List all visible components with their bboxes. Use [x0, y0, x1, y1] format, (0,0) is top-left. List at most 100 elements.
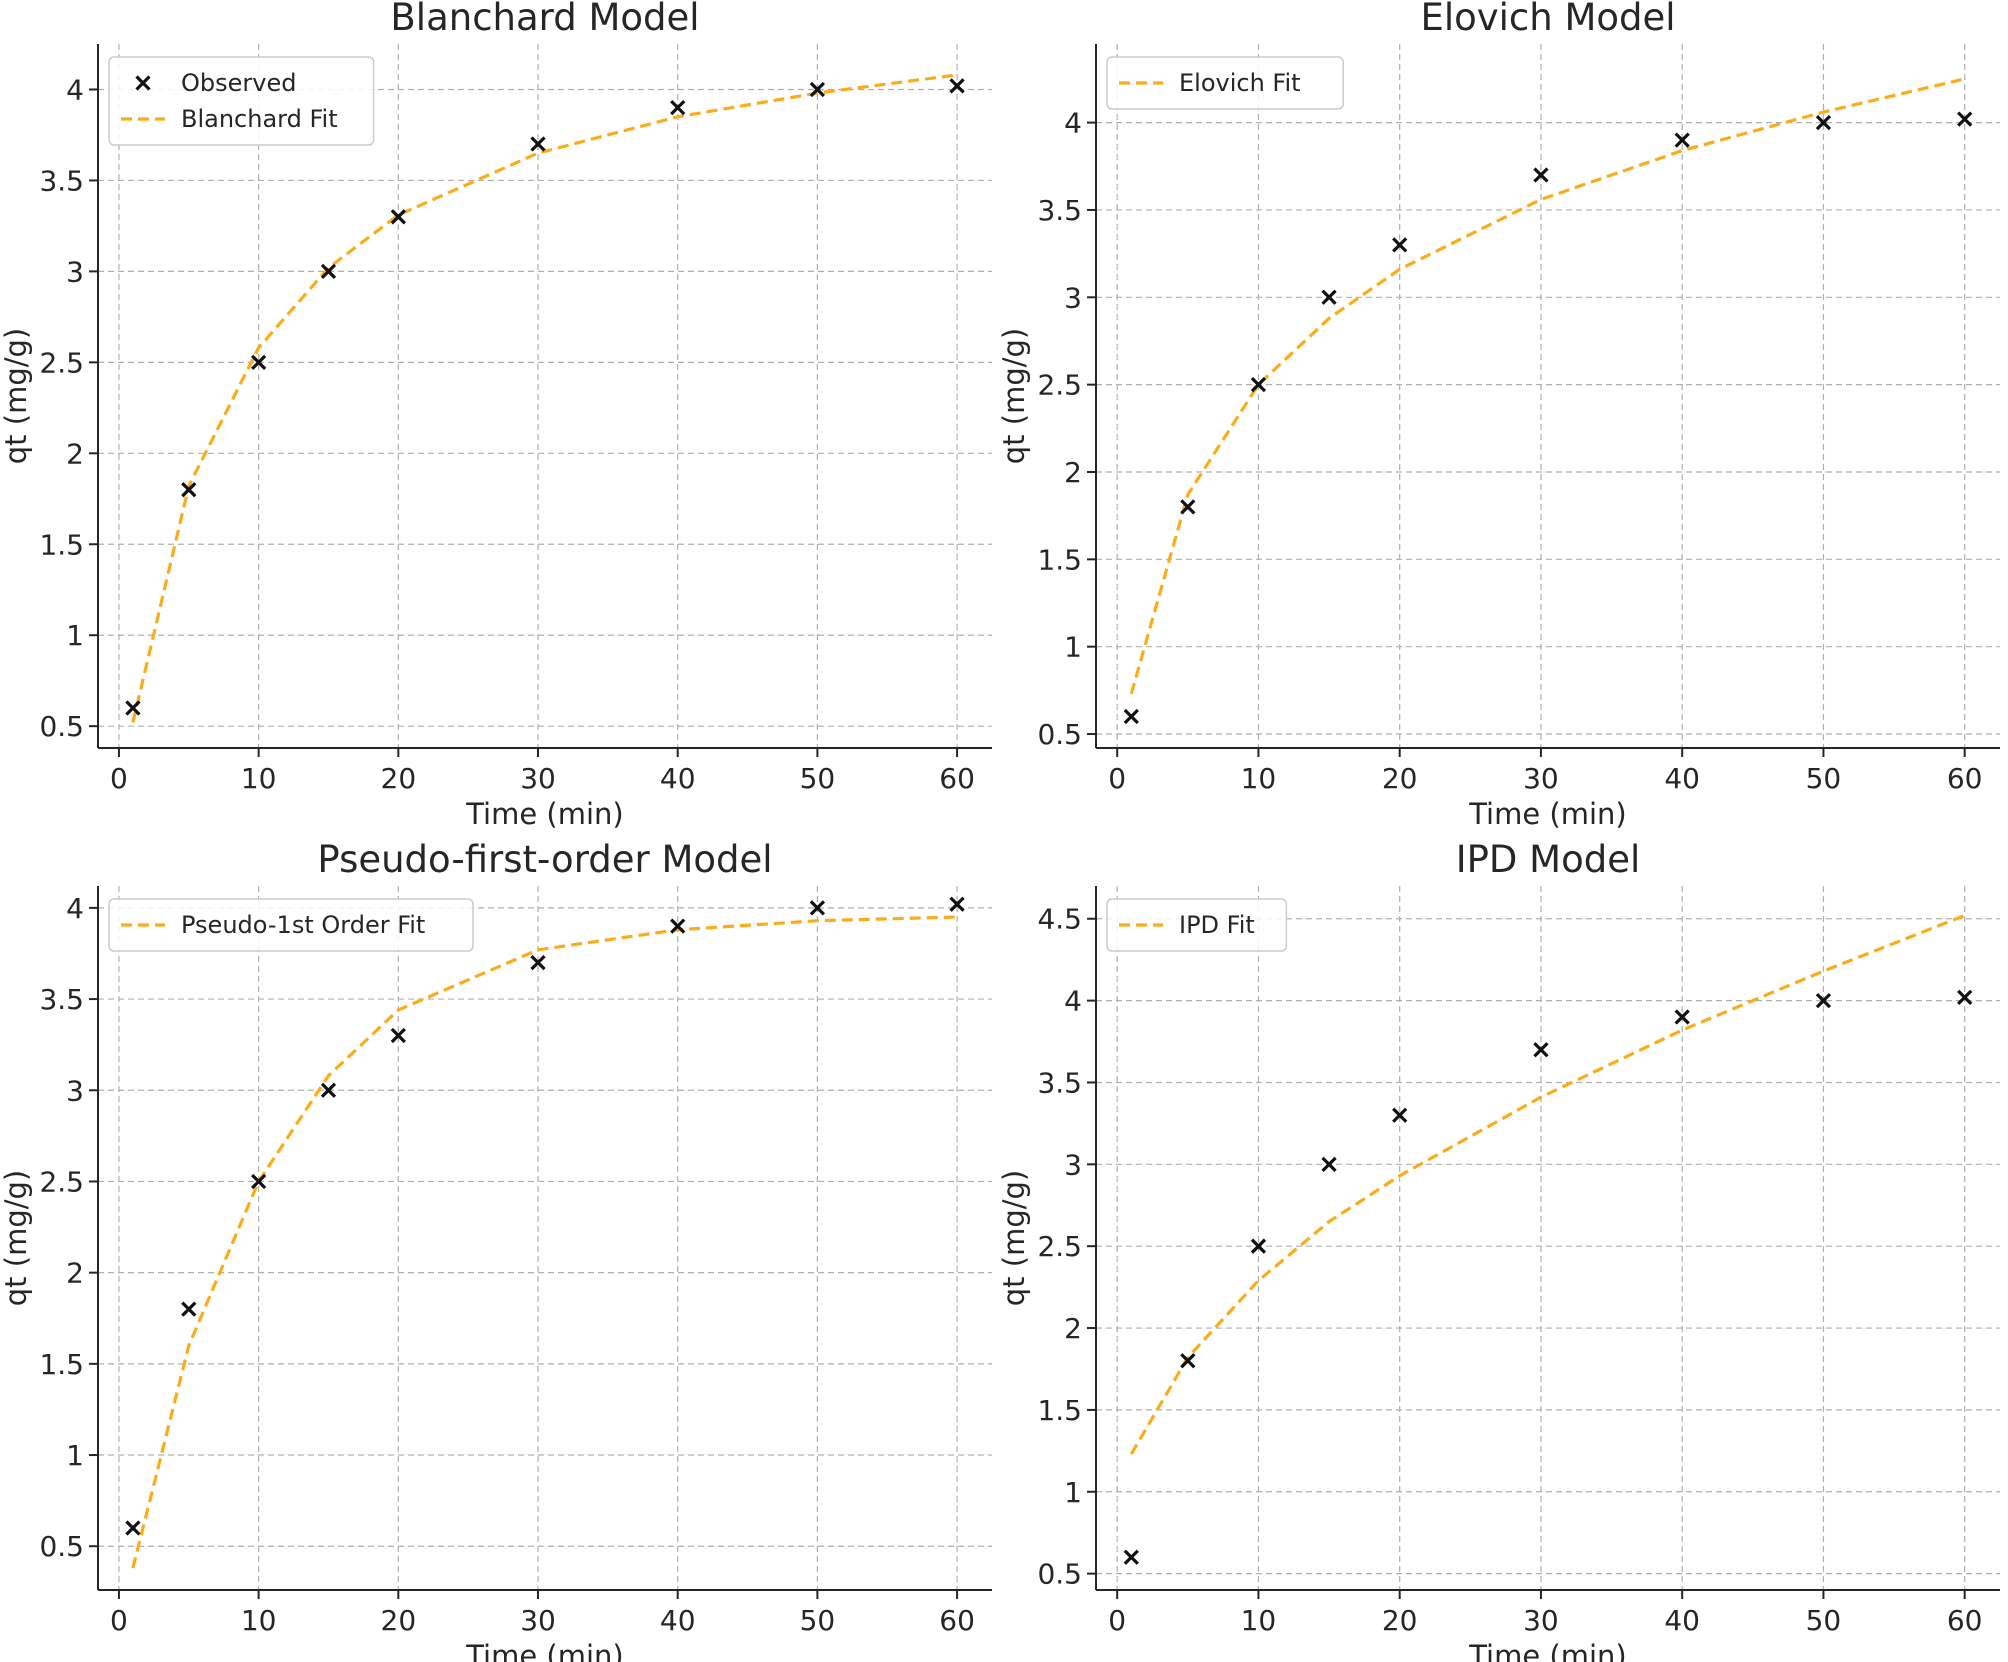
y-tick-label: 4 — [1064, 107, 1082, 140]
observed-point — [1250, 377, 1267, 393]
x-tick-label: 0 — [1108, 762, 1126, 795]
legend-label: Blanchard Fit — [181, 105, 338, 133]
y-tick-label: 2.5 — [39, 1165, 84, 1198]
observed-point — [809, 900, 826, 916]
x-tick-label: 60 — [939, 1604, 975, 1637]
y-tick-label: 4 — [66, 892, 84, 925]
y-tick-label: 1 — [66, 619, 84, 652]
observed-point — [320, 1082, 337, 1098]
x-tick-label: 40 — [1664, 762, 1700, 795]
observed-point — [1250, 1238, 1267, 1254]
x-tick-label: 30 — [520, 762, 556, 795]
observed-points — [125, 896, 965, 1536]
fit-line — [1129, 914, 1966, 1455]
x-axis-label: Time (min) — [1468, 797, 1627, 831]
x-tick-label: 20 — [1382, 1604, 1418, 1637]
fit-line — [1129, 77, 1966, 695]
x-tick-label: 30 — [520, 1604, 556, 1637]
y-axis-label: qt (mg/g) — [997, 1170, 1031, 1306]
y-tick-label: 1.5 — [1037, 543, 1082, 576]
x-axis-label: Time (min) — [465, 1639, 624, 1662]
y-tick-label: 2 — [1064, 1312, 1082, 1345]
observed-point — [1533, 1042, 1549, 1058]
y-tick-label: 1 — [66, 1439, 84, 1472]
y-tick-label: 1.5 — [1037, 1394, 1082, 1427]
y-tick-label: 3.5 — [1037, 1066, 1082, 1099]
fit-line — [131, 73, 958, 723]
chart-panel-2: 0 10 20 30 40 50 60 0.5 1 1.5 2 2.5 3 3.5 4 Elovich Mod… — [997, 0, 2000, 831]
x-tick-label: 60 — [1947, 1604, 1983, 1637]
observed-point — [1815, 992, 1832, 1009]
chart-title: Elovich Model — [1420, 0, 1675, 39]
x-tick-label: 10 — [241, 762, 277, 795]
y-tick-label: 2.5 — [1037, 1230, 1082, 1263]
legend-label: IPD Fit — [1179, 911, 1255, 939]
observed-point — [125, 700, 141, 716]
observed-point — [1321, 289, 1337, 305]
chart-panel-1: 0 10 20 30 40 50 60 0.5 1 1.5 2 2.5 3 3.5 4 Blanchard M… — [0, 0, 992, 831]
x-tick-label: 50 — [1806, 1604, 1842, 1637]
observed-point — [1957, 111, 1973, 127]
y-tick-label: 1.5 — [39, 528, 84, 561]
y-tick-label: 0.5 — [39, 710, 84, 743]
legend: Observed Blanchard Fit — [108, 56, 375, 146]
observed-point — [125, 1520, 141, 1536]
x-tick-label: 40 — [660, 1604, 696, 1637]
y-tick-label: 0.5 — [39, 1530, 84, 1563]
y-tick-label: 0.5 — [1037, 718, 1082, 751]
y-tick-label: 1 — [1064, 631, 1082, 664]
y-tick-label: 2 — [66, 1257, 84, 1290]
observed-point — [1815, 114, 1832, 131]
observed-point — [530, 136, 546, 152]
y-tick-label: 3 — [1064, 1148, 1082, 1181]
observed-point — [670, 100, 686, 116]
x-tick-label: 30 — [1523, 1604, 1559, 1637]
y-axis-label: qt (mg/g) — [0, 1170, 33, 1306]
observed-point — [390, 209, 406, 225]
y-tick-label: 3.5 — [39, 983, 84, 1016]
legend-marker-observed — [135, 75, 151, 91]
observed-point — [1392, 1107, 1408, 1123]
x-tick-label: 50 — [800, 762, 836, 795]
legend-box — [1106, 56, 1344, 110]
grid-lines — [98, 44, 992, 748]
x-axis-label: Time (min) — [1468, 1639, 1627, 1662]
observed-point — [1957, 989, 1973, 1005]
y-tick-label: 3 — [66, 1074, 84, 1107]
y-tick-label: 1 — [1064, 1476, 1082, 1509]
legend-label: Pseudo-1st Order Fit — [181, 911, 425, 939]
observed-point — [1180, 499, 1196, 515]
y-tick-label: 3.5 — [1037, 194, 1082, 227]
observed-point — [949, 896, 965, 912]
y-tick-label: 2 — [66, 437, 84, 470]
chart-title: IPD Model — [1456, 838, 1641, 881]
legend-box — [108, 56, 375, 146]
chart-panel-4: 0 10 20 30 40 50 60 0.5 1 1.5 2 2.5 3 3.5 4 4.5 IPD Mode… — [997, 838, 2000, 1662]
observed-point — [809, 81, 826, 98]
grid-lines — [98, 886, 992, 1590]
x-tick-label: 10 — [1241, 762, 1277, 795]
observed-point — [1392, 237, 1408, 253]
x-tick-label: 0 — [1108, 1604, 1126, 1637]
y-tick-label: 2.5 — [39, 346, 84, 379]
x-tick-label: 0 — [110, 762, 128, 795]
observed-points — [1123, 111, 1973, 725]
y-axis-label: qt (mg/g) — [997, 328, 1031, 464]
legend-label: Observed — [181, 69, 296, 97]
observed-points — [125, 78, 965, 716]
legend: IPD Fit — [1106, 898, 1288, 952]
y-tick-label: 3.5 — [39, 164, 84, 197]
observed-point — [251, 1173, 267, 1190]
y-axis-label: qt (mg/g) — [0, 328, 33, 464]
observed-point — [949, 78, 965, 94]
x-tick-label: 20 — [1382, 762, 1418, 795]
y-tick-label: 0.5 — [1037, 1558, 1082, 1591]
y-tick-label: 4 — [66, 73, 84, 106]
observed-point — [1533, 167, 1549, 183]
observed-point — [1674, 1009, 1690, 1025]
observed-point — [670, 918, 686, 934]
x-tick-label: 10 — [241, 1604, 277, 1637]
y-tick-label: 4 — [1064, 985, 1082, 1018]
x-axis-label: Time (min) — [465, 797, 624, 831]
